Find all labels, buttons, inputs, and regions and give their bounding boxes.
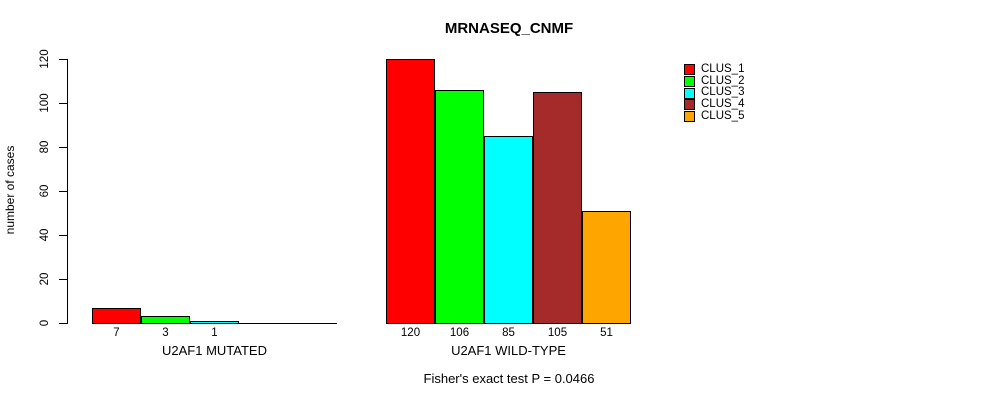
y-axis-tick [59, 323, 67, 324]
bar-clus_2-u2af1-wild-type [435, 89, 484, 324]
y-axis-tick-label: 20 [39, 272, 51, 286]
bar-clus_5-u2af1-wild-type [582, 210, 631, 324]
bar-value-label: 120 [400, 327, 421, 339]
bar-value-label: 1 [211, 327, 218, 339]
y-axis-tick [59, 279, 67, 280]
legend-swatch-clus_5 [684, 111, 695, 123]
y-axis-tick-label: 40 [39, 228, 51, 242]
bar-value-label: 7 [113, 327, 120, 339]
legend-label: CLUS_3 [701, 86, 745, 99]
y-axis-label: number of cases [3, 145, 17, 235]
legend-item-clus_5: CLUS_5 [684, 109, 745, 123]
bar-clus_3-u2af1-wild-type [484, 136, 533, 324]
legend-label: CLUS_5 [701, 109, 745, 122]
legend-item-clus_3: CLUS_3 [684, 87, 744, 99]
y-axis-tick-label: 60 [39, 184, 51, 198]
bar-value-label: 51 [600, 327, 613, 339]
bar-clus_1-u2af1-mutated [92, 307, 141, 324]
y-axis-tick [59, 103, 67, 104]
bar-clus_3-u2af1-mutated [190, 320, 239, 324]
stat-annotation: Fisher's exact test P = 0.0466 [423, 371, 595, 386]
legend-label: CLUS_1 [701, 63, 745, 75]
y-axis-tick [59, 191, 67, 192]
y-axis-tick [59, 147, 67, 148]
bar-value-label: 3 [162, 327, 169, 339]
group-label-u2af1-mutated: U2AF1 MUTATED [162, 343, 267, 358]
group-label-u2af1-wild-type: U2AF1 WILD-TYPE [451, 343, 566, 358]
legend-label: CLUS_4 [701, 98, 745, 111]
legend-item-clus_2: CLUS_2 [684, 74, 745, 88]
bar-clus_1-u2af1-wild-type [386, 59, 435, 324]
legend-item-clus_1: CLUS_1 [684, 63, 745, 76]
bar-value-label: 105 [547, 327, 568, 339]
legend-swatch-clus_4 [684, 99, 695, 111]
legend-label: CLUS_2 [701, 74, 745, 87]
legend-item-clus_4: CLUS_4 [684, 98, 745, 111]
y-axis-tick [59, 235, 67, 236]
legend-swatch-clus_2 [684, 76, 695, 88]
bar-clus_2-u2af1-mutated [141, 316, 190, 324]
y-axis-tick-label: 80 [39, 140, 51, 154]
y-axis-tick-label: 120 [39, 49, 51, 69]
y-axis-tick-label: 0 [39, 319, 51, 327]
y-axis-line [67, 59, 68, 324]
legend-swatch-clus_3 [684, 87, 695, 99]
legend: CLUS_1 CLUS_2 CLUS_3 CLUS_4 CLUS_5 [684, 63, 745, 123]
legend-swatch-clus_1 [684, 64, 695, 76]
bar-clus_4-u2af1-wild-type [533, 92, 582, 324]
bar-value-label: 85 [502, 327, 515, 339]
bar-value-label: 106 [449, 327, 470, 339]
chart-title: MRNASEQ_CNMF [444, 20, 574, 37]
y-axis-tick [59, 59, 67, 60]
y-axis-tick-label: 100 [39, 93, 51, 113]
